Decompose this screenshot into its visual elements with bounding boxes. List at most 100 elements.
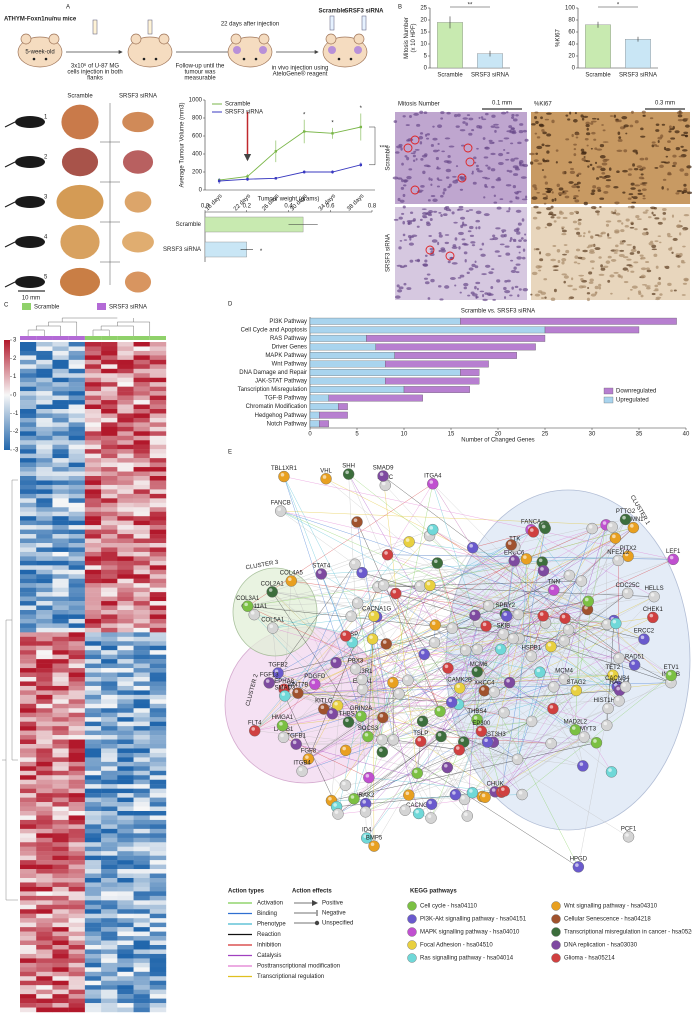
- heat-cell: [117, 359, 134, 365]
- heat-cell: [133, 882, 150, 888]
- heat-cell: [20, 833, 37, 838]
- heat-cell: [133, 645, 150, 651]
- node: [586, 522, 598, 535]
- cell: [556, 248, 561, 253]
- heat-cell: [20, 1007, 37, 1013]
- mouse-eye: [32, 57, 36, 61]
- cell: [424, 259, 428, 263]
- heat-cell: [149, 364, 167, 369]
- cell: [563, 244, 568, 246]
- heat-cell: [101, 592, 118, 597]
- node: [590, 737, 603, 749]
- heat-cell: [52, 752, 69, 758]
- cell: [629, 252, 635, 255]
- heat-cell: [52, 1003, 69, 1008]
- heat-cell: [36, 837, 53, 843]
- node-highlight: [269, 624, 274, 629]
- cell: [630, 248, 637, 253]
- heat-cell: [52, 650, 69, 655]
- cell: [639, 254, 644, 257]
- heat-cell: [68, 851, 86, 856]
- bar-segment: [309, 420, 320, 428]
- heat-cell: [52, 507, 69, 512]
- node: [326, 708, 339, 720]
- heat-cell: [117, 976, 134, 981]
- legend-label: Scramble: [225, 102, 251, 108]
- heat-cell: [101, 359, 118, 365]
- heat-cell: [36, 592, 53, 597]
- mouse: [227, 36, 273, 68]
- heat-cell: [133, 953, 150, 959]
- edge: [408, 671, 541, 796]
- edge: [254, 730, 518, 760]
- heat-cell: [68, 806, 86, 812]
- heat-cell: [101, 386, 118, 392]
- heat-cell: [149, 690, 167, 696]
- panel-label: D: [228, 302, 233, 308]
- legend-swatch: [603, 396, 614, 404]
- heat-cell: [117, 596, 134, 602]
- heat-cell: [20, 601, 37, 606]
- cell: [396, 284, 400, 288]
- node-label: SMAD9: [373, 466, 394, 472]
- node: [292, 687, 304, 699]
- heat-cell: [149, 681, 167, 687]
- legend-label: SRSF3 siRNA: [109, 305, 147, 311]
- heat-cell: [117, 967, 134, 972]
- heat-cell: [20, 690, 37, 696]
- cell: [410, 236, 414, 238]
- cell: [581, 117, 585, 121]
- heat-cell: [117, 748, 134, 754]
- heat-cell: [20, 493, 37, 499]
- heat-cell: [52, 547, 69, 553]
- heat-cell: [20, 409, 37, 414]
- tumour-photo: [61, 147, 99, 177]
- heat-cell: [149, 819, 167, 825]
- cell: [670, 246, 673, 250]
- cell: [596, 148, 603, 151]
- cell: [668, 125, 672, 129]
- panel-label: E: [228, 450, 232, 456]
- cell: [480, 116, 484, 119]
- cell: [464, 259, 467, 263]
- bar-segment: [375, 343, 536, 351]
- heat-cell: [149, 886, 167, 892]
- heat-cell: [117, 440, 134, 445]
- heat-cell: [84, 694, 102, 700]
- node-highlight: [342, 632, 347, 636]
- edge: [280, 510, 620, 691]
- cell: [684, 278, 689, 282]
- heat-cell: [20, 373, 37, 378]
- heat-cell: [36, 507, 53, 512]
- y-tick-label: 0: [199, 188, 203, 194]
- edge: [368, 777, 502, 793]
- heat-cell: [52, 493, 69, 499]
- edge: [297, 692, 394, 741]
- heat-cell: [52, 663, 69, 669]
- cell: [590, 244, 595, 247]
- node-highlight: [572, 686, 577, 691]
- node: [424, 579, 436, 592]
- cell: [563, 275, 569, 279]
- cell: [654, 284, 659, 288]
- heat-cell: [117, 431, 134, 436]
- y-axis-label: Mitosis Number: [404, 17, 410, 59]
- cell: [652, 214, 656, 217]
- heat-cell: [117, 1007, 134, 1013]
- heat-cell: [101, 962, 118, 968]
- cell: [535, 120, 539, 124]
- cell: [534, 187, 538, 191]
- heat-cell: [68, 350, 86, 356]
- heat-cell: [68, 842, 86, 847]
- heat-cell: [20, 958, 37, 964]
- cell: [614, 201, 620, 205]
- edge: [383, 585, 488, 743]
- heat-cell: [149, 918, 167, 923]
- cell: [498, 161, 504, 166]
- cell: [423, 111, 428, 115]
- cell: [536, 211, 542, 214]
- heat-cell: [149, 596, 167, 602]
- heat-cell: [84, 404, 102, 410]
- heat-cell: [101, 797, 118, 803]
- heat-cell: [52, 672, 69, 678]
